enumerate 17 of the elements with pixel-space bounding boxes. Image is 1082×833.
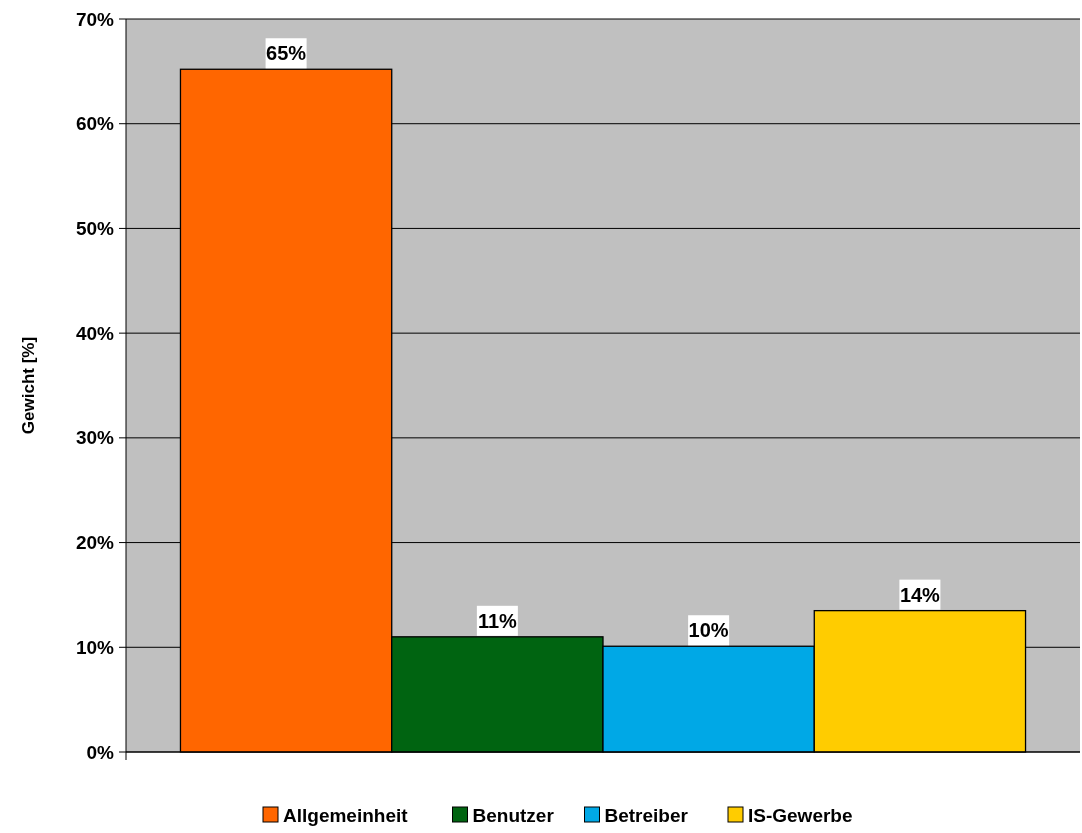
y-tick-label: 60% (75, 113, 115, 135)
legend-label: Betreiber (604, 804, 689, 826)
y-tick-label: 70% (75, 8, 115, 30)
data-label: 11% (477, 609, 518, 632)
y-tick-label: 20% (75, 532, 115, 554)
legend-label: Allgemeinheit (283, 804, 409, 826)
data-label: 10% (688, 619, 729, 642)
legend-label: Benutzer (472, 804, 555, 826)
data-label: 14% (899, 583, 941, 606)
y-tick-label: 10% (75, 636, 115, 658)
y-tick-label: 40% (75, 322, 115, 344)
data-label: 65% (266, 42, 307, 65)
y-tick-label: 50% (75, 217, 115, 239)
legend-label: IS-Gewerbe (748, 804, 853, 826)
y-tick-label: 30% (75, 427, 115, 449)
y-axis-title: Gewicht [%] (18, 336, 38, 435)
y-tick-label: 0% (86, 741, 115, 763)
